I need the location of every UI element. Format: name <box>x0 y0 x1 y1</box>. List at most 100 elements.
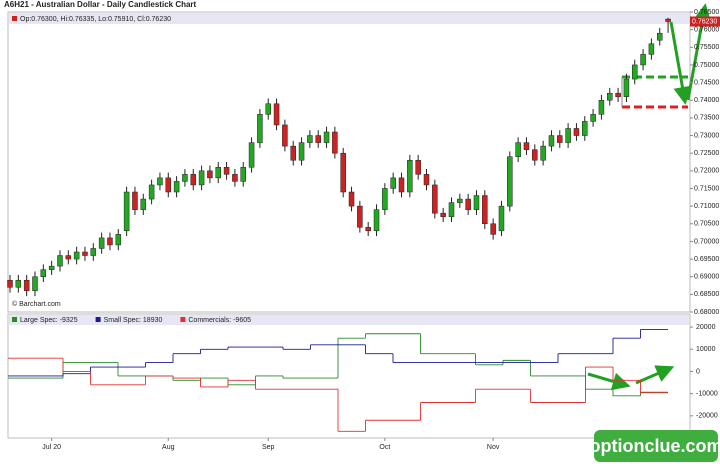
legend-label: Large Spec: -9325 <box>20 317 78 324</box>
legend-label: Commercials: -9605 <box>188 317 251 324</box>
candle-body <box>48 265 55 270</box>
candle-body <box>40 269 47 277</box>
credit: © Barchart.com <box>12 300 61 308</box>
candle-body <box>248 142 255 168</box>
candle-body <box>340 152 346 193</box>
x-tick-label: Nov <box>487 444 500 451</box>
candle-body <box>365 227 371 232</box>
legend-swatch <box>12 317 17 322</box>
candle-body <box>582 121 588 136</box>
candle-body <box>407 159 413 193</box>
candle-body <box>548 135 555 147</box>
last-price-box <box>690 16 720 27</box>
candle-body <box>423 174 430 186</box>
candle-body <box>57 255 63 267</box>
candle-body <box>182 174 188 182</box>
candle-body <box>198 170 205 186</box>
candle-body <box>615 92 621 97</box>
candle-body <box>590 114 596 122</box>
candle-body <box>465 198 471 210</box>
candle-body <box>373 209 380 232</box>
y-tick-label: 0.75000 <box>694 62 719 69</box>
candle-body <box>665 18 671 22</box>
y-tick-label: 0.70000 <box>694 238 719 245</box>
legend-swatch <box>95 317 101 322</box>
chart-title: A6H21 - Australian Dollar - Daily Candle… <box>4 0 197 9</box>
candle-body <box>623 78 630 97</box>
candle-body <box>232 174 238 182</box>
y-tick-label: 0.74000 <box>694 97 719 104</box>
candle-body <box>107 237 113 246</box>
candle-body <box>348 191 355 207</box>
candle-body <box>273 103 280 126</box>
legend-label: Small Spec: 18930 <box>104 317 163 324</box>
candle-body <box>640 54 646 66</box>
candle-body <box>173 181 180 193</box>
candle-body <box>65 255 72 260</box>
y-tick-label: 0.71000 <box>694 203 719 210</box>
y-tick-label: 0.72000 <box>694 168 719 175</box>
candle-body <box>557 135 563 143</box>
y-tick-label: -10000 <box>696 390 718 397</box>
candle-body <box>315 135 321 143</box>
arrow-cot-2 <box>635 365 675 385</box>
candle-body <box>390 177 396 189</box>
last-price-label: 0.76230 <box>692 18 717 25</box>
candle-body <box>23 279 30 292</box>
arrow-down <box>669 21 692 105</box>
candle-body <box>82 251 88 256</box>
candle-body <box>332 131 338 154</box>
legend-bar <box>9 315 689 325</box>
candle-body <box>98 237 105 249</box>
candle-body <box>307 135 313 143</box>
candle-body <box>140 198 147 210</box>
candle-body <box>323 131 330 143</box>
candle-body <box>240 167 246 182</box>
candle-body <box>632 64 638 80</box>
y-tick-label: 0.73000 <box>694 132 719 139</box>
candle-body <box>515 142 521 157</box>
y-tick-label: 0.76500 <box>694 9 719 16</box>
watermark: optionclue.com <box>589 436 720 456</box>
y-tick-label: 0.68000 <box>694 309 719 316</box>
y-tick-label: 0.76000 <box>694 26 719 33</box>
x-tick-label: Oct <box>379 444 390 451</box>
candle-body <box>540 145 546 161</box>
price-frame <box>7 11 691 313</box>
x-tick-label: Aug <box>162 444 175 451</box>
y-tick-label: 0.68500 <box>694 291 719 298</box>
candle-body <box>382 188 388 210</box>
x-tick-label: Sep <box>262 444 275 451</box>
candle-body <box>473 195 480 210</box>
candle-body <box>457 198 463 203</box>
candle-body <box>398 177 405 193</box>
x-tick-label: Jul 20 <box>42 444 61 451</box>
candle-body <box>648 43 655 55</box>
candle-body <box>598 99 605 115</box>
legend-swatch <box>180 317 186 322</box>
candle-body <box>148 184 155 200</box>
candle-body <box>432 184 438 214</box>
y-tick-label: 10000 <box>696 346 716 353</box>
y-tick-label: 0.74500 <box>694 79 719 86</box>
candle-body <box>498 205 505 232</box>
watermark-box <box>594 430 718 462</box>
candle-body <box>440 212 446 217</box>
candle-body <box>123 191 130 232</box>
y-tick-label: 0.70500 <box>694 221 719 228</box>
candle-body <box>482 195 488 225</box>
candle-body <box>207 170 213 179</box>
arrow-cot-1 <box>587 372 631 391</box>
info-bar <box>9 13 689 24</box>
candle-body <box>565 128 571 143</box>
y-tick-label: 0.73500 <box>694 115 719 122</box>
candle-body <box>132 191 138 210</box>
y-tick-label: 20000 <box>696 324 716 331</box>
candle-body <box>357 205 363 228</box>
y-tick-label: -20000 <box>696 413 718 420</box>
y-tick-label: 0.75500 <box>694 44 719 51</box>
y-tick-label: 0.69500 <box>694 256 719 263</box>
y-tick-label: 0.71500 <box>694 185 719 192</box>
candle-body <box>15 279 22 288</box>
